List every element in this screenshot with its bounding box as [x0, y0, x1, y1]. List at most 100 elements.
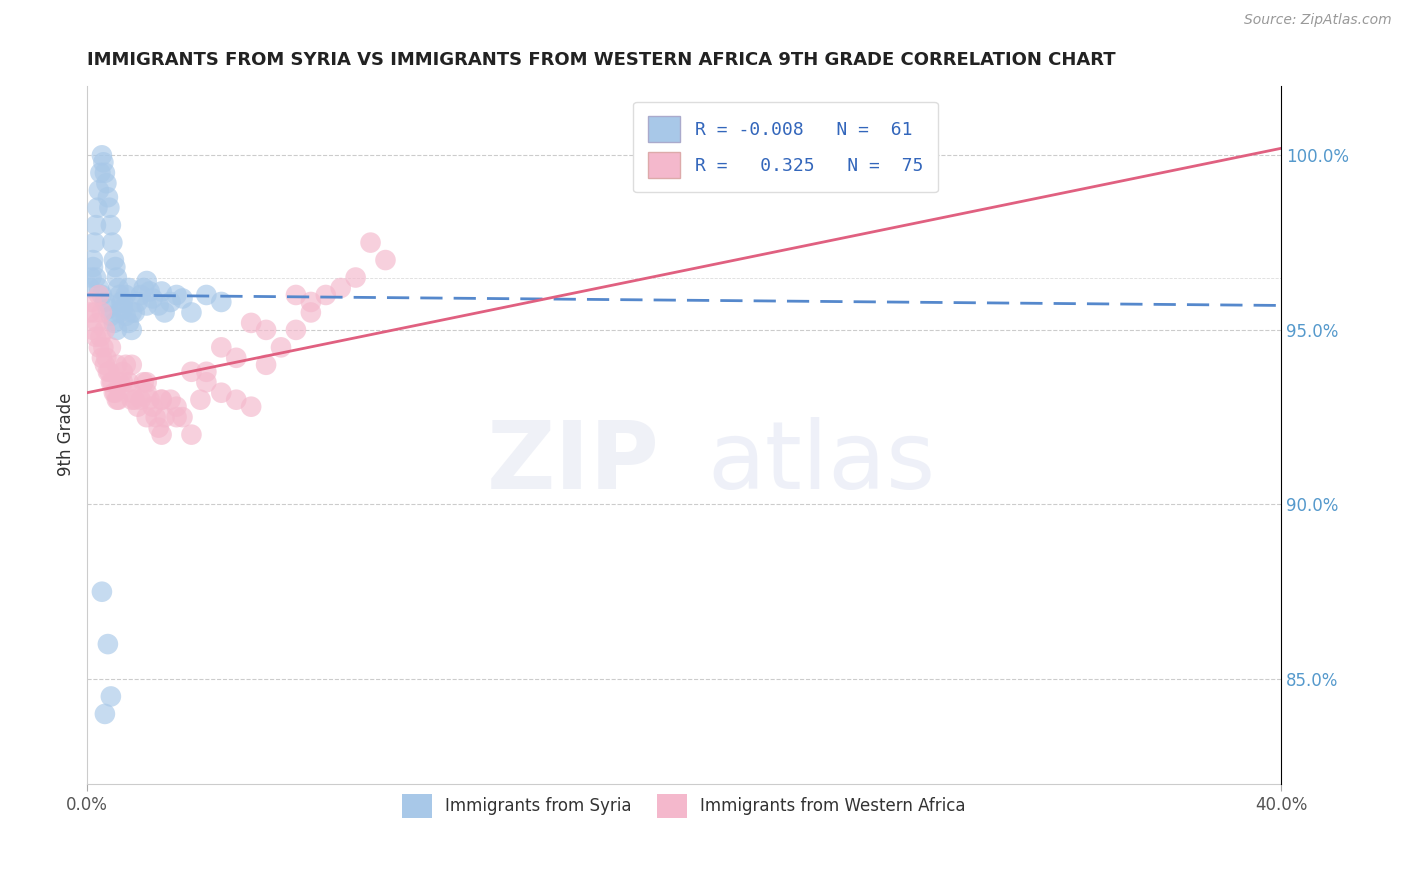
Point: [135, 410, 157, 425]
Point: [118, 376, 141, 390]
Point: [96, 176, 118, 190]
Point: [315, 288, 337, 302]
Point: [100, 218, 122, 232]
Point: [360, 235, 382, 250]
Point: [105, 323, 128, 337]
Point: [127, 295, 149, 310]
Point: [93, 340, 115, 354]
Text: ZIP: ZIP: [488, 417, 659, 508]
Point: [82, 323, 104, 337]
Text: Source: ZipAtlas.com: Source: ZipAtlas.com: [1244, 13, 1392, 28]
Point: [98, 201, 121, 215]
Point: [180, 305, 202, 319]
Point: [145, 410, 167, 425]
Point: [86, 316, 108, 330]
Point: [254, 323, 277, 337]
Point: [82, 260, 104, 274]
Point: [104, 260, 127, 274]
Point: [148, 420, 170, 434]
Point: [180, 427, 202, 442]
Point: [84, 330, 107, 344]
Point: [83, 305, 105, 319]
Point: [94, 323, 117, 337]
Point: [132, 281, 155, 295]
Point: [83, 235, 105, 250]
Point: [344, 270, 367, 285]
Point: [79, 281, 101, 295]
Point: [240, 400, 263, 414]
Point: [138, 285, 160, 299]
Point: [96, 351, 118, 365]
Point: [159, 295, 181, 310]
Point: [84, 270, 107, 285]
Point: [150, 427, 173, 442]
Point: [270, 340, 292, 354]
Legend: Immigrants from Syria, Immigrants from Western Africa: Immigrants from Syria, Immigrants from W…: [395, 788, 973, 824]
Point: [80, 295, 103, 310]
Point: [166, 288, 188, 302]
Point: [100, 690, 122, 704]
Point: [89, 166, 111, 180]
Point: [90, 305, 112, 319]
Point: [121, 392, 143, 407]
Point: [132, 376, 155, 390]
Point: [107, 281, 129, 295]
Point: [114, 288, 136, 302]
Point: [94, 706, 117, 721]
Point: [94, 166, 117, 180]
Point: [100, 309, 122, 323]
Text: atlas: atlas: [707, 417, 936, 508]
Point: [190, 392, 212, 407]
Point: [153, 305, 176, 319]
Point: [108, 288, 131, 302]
Point: [150, 285, 173, 299]
Point: [374, 253, 396, 268]
Point: [284, 323, 307, 337]
Point: [135, 274, 157, 288]
Point: [138, 392, 160, 407]
Point: [118, 281, 141, 295]
Point: [80, 270, 103, 285]
Point: [254, 358, 277, 372]
Point: [166, 400, 188, 414]
Point: [127, 400, 149, 414]
Point: [159, 392, 181, 407]
Point: [129, 392, 152, 407]
Point: [209, 340, 232, 354]
Point: [118, 316, 141, 330]
Point: [114, 309, 136, 323]
Point: [100, 376, 122, 390]
Point: [103, 253, 125, 268]
Text: IMMIGRANTS FROM SYRIA VS IMMIGRANTS FROM WESTERN AFRICA 9TH GRADE CORRELATION CH: IMMIGRANTS FROM SYRIA VS IMMIGRANTS FROM…: [87, 51, 1115, 69]
Point: [172, 292, 194, 306]
Point: [150, 392, 173, 407]
Point: [97, 301, 120, 316]
Point: [148, 298, 170, 312]
Point: [121, 385, 143, 400]
Point: [240, 316, 263, 330]
Point: [195, 288, 218, 302]
Point: [87, 281, 110, 295]
Point: [111, 376, 134, 390]
Point: [105, 358, 128, 372]
Point: [103, 385, 125, 400]
Point: [180, 365, 202, 379]
Point: [111, 295, 134, 310]
Point: [225, 351, 247, 365]
Point: [89, 330, 111, 344]
Point: [98, 365, 121, 379]
Point: [166, 410, 188, 425]
Point: [97, 637, 120, 651]
Point: [108, 376, 131, 390]
Point: [111, 301, 134, 316]
Point: [142, 292, 165, 306]
Point: [79, 305, 101, 319]
Point: [209, 295, 232, 310]
Point: [101, 235, 124, 250]
Point: [299, 295, 322, 310]
Point: [87, 183, 110, 197]
Point: [105, 270, 128, 285]
Point: [124, 392, 146, 407]
Point: [90, 351, 112, 365]
Point: [90, 148, 112, 162]
